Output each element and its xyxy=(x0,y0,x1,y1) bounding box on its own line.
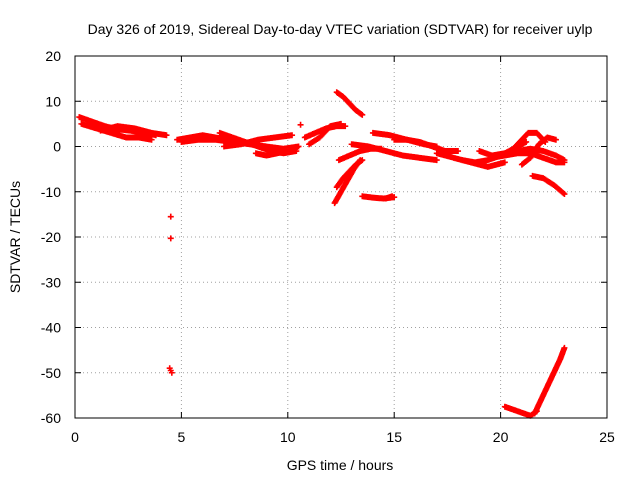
y-tick-label: -30 xyxy=(41,274,61,290)
series-arc-13 xyxy=(333,157,366,191)
series-arc-24 xyxy=(518,134,559,168)
data-marker-path xyxy=(531,344,568,417)
y-tick-label: 10 xyxy=(45,93,61,109)
series-arc-8 xyxy=(252,143,302,159)
y-tick-label: -20 xyxy=(41,229,61,245)
series-arc-15b xyxy=(382,193,396,202)
y-tick-label: 0 xyxy=(53,139,61,155)
data-marker-path xyxy=(166,213,175,376)
x-tick-label: 0 xyxy=(71,429,79,445)
data-marker-path xyxy=(391,136,462,155)
y-tick-label: -50 xyxy=(41,365,61,381)
data-marker-path xyxy=(97,123,170,139)
series-arc-7 xyxy=(220,132,296,150)
data-marker-path xyxy=(333,89,366,118)
y-tick-label: -10 xyxy=(41,184,61,200)
x-tick-label: 5 xyxy=(178,429,186,445)
series-pts-29 xyxy=(297,121,304,128)
y-tick-label: -60 xyxy=(41,410,61,426)
chart-title: Day 326 of 2019, Sidereal Day-to-day VTE… xyxy=(88,21,593,37)
series-arc-16 xyxy=(348,141,440,164)
x-tick-label: 25 xyxy=(599,429,615,445)
data-points xyxy=(76,89,568,419)
data-marker-path xyxy=(529,172,568,198)
series-arc-25 xyxy=(529,172,568,198)
x-axis-label: GPS time / hours xyxy=(287,457,394,473)
series-arc-18 xyxy=(391,136,462,155)
series-pts-28 xyxy=(166,213,175,376)
y-tick-label: 20 xyxy=(45,48,61,64)
data-marker-path xyxy=(252,143,302,159)
data-marker-path xyxy=(348,141,440,164)
data-marker-path xyxy=(333,157,366,191)
data-marker-path xyxy=(297,121,304,128)
y-axis-label: SDTVAR / TECUs xyxy=(7,181,23,293)
grid-lines xyxy=(75,56,607,418)
data-marker-path xyxy=(382,193,396,202)
series-arc-11 xyxy=(333,89,366,118)
data-marker-path xyxy=(306,120,344,148)
x-tick-label: 20 xyxy=(493,429,509,445)
series-arc-3 xyxy=(97,123,170,139)
axis-ticks: 0 5 10 15 20 25 -60 -50 -40 -30 -20 -10 0 10 20 xyxy=(41,48,615,445)
x-tick-label: 15 xyxy=(386,429,402,445)
data-marker-path xyxy=(518,134,559,168)
series-arc-27 xyxy=(531,344,568,417)
series-arc-10 xyxy=(306,120,344,148)
y-tick-label: -40 xyxy=(41,320,61,336)
data-marker-path xyxy=(220,132,296,150)
x-tick-label: 10 xyxy=(280,429,296,445)
